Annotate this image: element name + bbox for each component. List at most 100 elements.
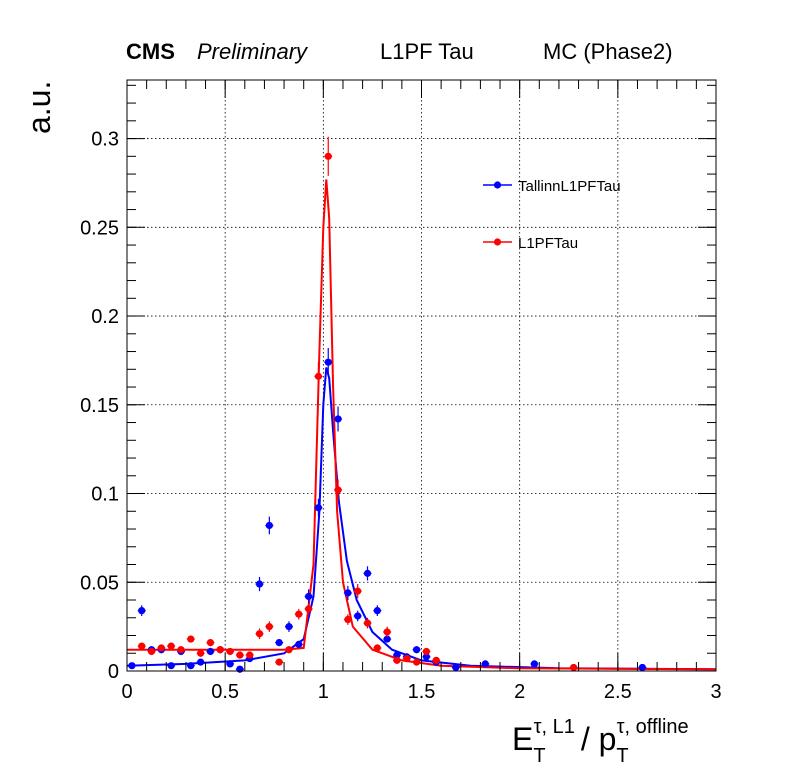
- cms-label: CMS: [126, 39, 175, 64]
- x-tick-label: 1.5: [408, 681, 436, 703]
- point-marker: [432, 656, 440, 664]
- legend-entry-L1PFTau: L1PFTau: [483, 235, 578, 252]
- point-marker: [363, 619, 372, 627]
- data-point-TallinnL1PFTau: [265, 516, 274, 535]
- data-point-TallinnL1PFTau: [451, 663, 460, 672]
- point-marker: [334, 415, 342, 423]
- data-point-L1PFTau: [412, 658, 421, 666]
- point-marker: [226, 647, 234, 656]
- point-marker: [363, 569, 372, 577]
- point-marker: [383, 635, 391, 643]
- data-point-L1PFTau: [216, 646, 225, 654]
- point-marker: [403, 654, 411, 663]
- grid-lines: [127, 80, 716, 671]
- point-marker: [295, 640, 303, 648]
- data-point-L1PFTau: [284, 646, 293, 654]
- point-marker: [138, 642, 146, 650]
- point-marker: [206, 647, 215, 656]
- data-point-TallinnL1PFTau: [275, 639, 284, 647]
- y-tick-label: 0.2: [91, 306, 119, 328]
- point-marker: [275, 639, 283, 647]
- point-marker: [324, 152, 332, 160]
- point-marker: [255, 630, 264, 638]
- point-marker: [422, 647, 431, 656]
- data-point-L1PFTau: [432, 656, 441, 664]
- svg-text:ETτ, L1/ pTτ, offline: ETτ, L1/ pTτ, offline: [512, 716, 689, 767]
- y-tick-label: 0.3: [91, 129, 119, 151]
- x-tick-label: 0.5: [211, 681, 239, 703]
- data-point-L1PFTau: [402, 654, 411, 663]
- point-marker: [167, 662, 175, 670]
- point-marker: [354, 587, 362, 595]
- data-point-TallinnL1PFTau: [196, 658, 205, 666]
- x-axis-label: ETτ, L1/ pTτ, offline: [512, 716, 689, 767]
- point-marker: [530, 660, 538, 668]
- data-point-L1PFTau: [167, 642, 176, 650]
- data-point-TallinnL1PFTau: [235, 665, 244, 673]
- point-marker: [147, 647, 156, 656]
- y-tick-label: 0.25: [80, 217, 119, 239]
- y-tick-label: 0: [108, 661, 119, 683]
- point-marker: [373, 607, 381, 615]
- point-marker: [295, 610, 303, 618]
- point-marker: [246, 651, 254, 659]
- y-tick-label: 0.15: [80, 395, 119, 417]
- data-point-L1PFTau: [334, 479, 343, 501]
- data-point-L1PFTau: [363, 617, 372, 629]
- data-point-L1PFTau: [353, 584, 362, 599]
- data-point-L1PFTau: [275, 658, 284, 666]
- data-point-TallinnL1PFTau: [226, 660, 235, 668]
- data-point-L1PFTau: [186, 635, 195, 643]
- data-point-L1PFTau: [147, 647, 156, 656]
- point-marker: [305, 592, 313, 601]
- data-point-TallinnL1PFTau: [137, 605, 146, 616]
- data-point-L1PFTau: [176, 646, 185, 654]
- point-marker: [167, 642, 175, 650]
- data-point-TallinnL1PFTau: [481, 660, 490, 668]
- x-tick-label: 1: [318, 681, 329, 703]
- sample-label: MC (Phase2): [543, 39, 673, 64]
- point-marker: [138, 607, 146, 615]
- y-tick-label: 0.1: [91, 484, 119, 506]
- data-point-TallinnL1PFTau: [638, 663, 647, 672]
- point-marker: [324, 358, 332, 366]
- point-marker: [638, 663, 646, 672]
- point-marker: [344, 615, 352, 624]
- data-point-L1PFTau: [245, 651, 254, 659]
- data-point-L1PFTau: [206, 639, 215, 647]
- x-tick-label: 2: [514, 681, 525, 703]
- point-marker: [236, 651, 244, 659]
- point-marker: [393, 651, 401, 659]
- data-point-TallinnL1PFTau: [353, 610, 362, 622]
- point-marker: [481, 660, 489, 668]
- point-marker: [226, 660, 234, 668]
- data-point-L1PFTau: [157, 644, 166, 652]
- point-marker: [314, 372, 323, 380]
- point-marker: [236, 665, 244, 673]
- point-marker: [285, 646, 293, 654]
- data-point-TallinnL1PFTau: [530, 660, 539, 668]
- point-marker: [285, 623, 293, 631]
- plot-header: CMS Preliminary L1PF Tau MC (Phase2): [126, 39, 673, 64]
- point-marker: [373, 644, 381, 652]
- preliminary-label: Preliminary: [197, 39, 309, 64]
- point-marker: [412, 658, 421, 666]
- legend-marker: [493, 181, 502, 189]
- point-marker: [128, 662, 136, 670]
- data-point-TallinnL1PFTau: [324, 347, 333, 377]
- data-point-L1PFTau: [324, 136, 333, 176]
- data-point-TallinnL1PFTau: [294, 640, 303, 648]
- data-point-L1PFTau: [422, 647, 431, 656]
- point-marker: [157, 644, 165, 652]
- point-marker: [422, 653, 431, 661]
- data-point-L1PFTau: [343, 614, 352, 625]
- legend-label: L1PFTau: [518, 235, 578, 252]
- data-point-L1PFTau: [294, 608, 303, 620]
- x-tick-label: 2.5: [604, 681, 632, 703]
- data-point-TallinnL1PFTau: [206, 647, 215, 656]
- data-point-L1PFTau: [226, 647, 235, 656]
- data-point-L1PFTau: [137, 642, 146, 650]
- algorithm-label: L1PF Tau: [380, 39, 474, 64]
- data-points: [127, 136, 647, 673]
